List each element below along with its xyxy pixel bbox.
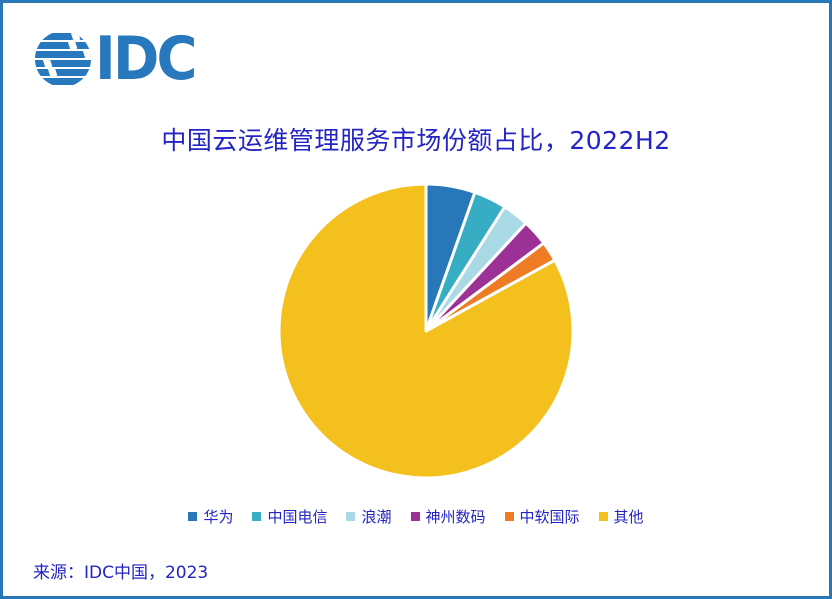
legend-swatch-icon [346,512,356,521]
legend-label: 神州数码 [425,508,486,526]
legend-label: 中软国际 [519,508,580,526]
legend-label: 其他 [613,508,644,526]
legend-label: 华为 [203,508,234,526]
legend-item-中国电信: 中国电信 [252,506,327,527]
legend-swatch-icon [410,512,420,521]
legend-item-中软国际: 中软国际 [504,506,580,527]
legend-swatch-icon [188,512,198,521]
legend-item-神州数码: 神州数码 [410,506,486,527]
chart-title: 中国云运维管理服务市场份额占比，2022H2 [161,126,671,155]
legend-swatch-icon [598,512,608,521]
legend-swatch-icon [504,512,514,521]
idc-globe-icon [35,31,91,85]
legend-item-浪潮: 浪潮 [346,506,392,527]
legend-item-其他: 其他 [598,506,644,527]
legend-label: 浪潮 [361,508,392,526]
legend-swatch-icon [252,512,262,521]
pie-chart [276,181,576,481]
legend-item-华为: 华为 [188,506,233,527]
pie-chart-svg [277,182,575,480]
pie-slice-其他 [277,182,575,480]
idc-logo-text: IDC [95,24,197,94]
source-note: 来源：IDC中国，2023 [33,563,209,583]
chart-legend: 华为 中国电信 浪潮 神州数码 中软国际 其他 [3,506,829,527]
idc-logo: IDC [34,24,202,94]
legend-label: 中国电信 [267,508,328,526]
